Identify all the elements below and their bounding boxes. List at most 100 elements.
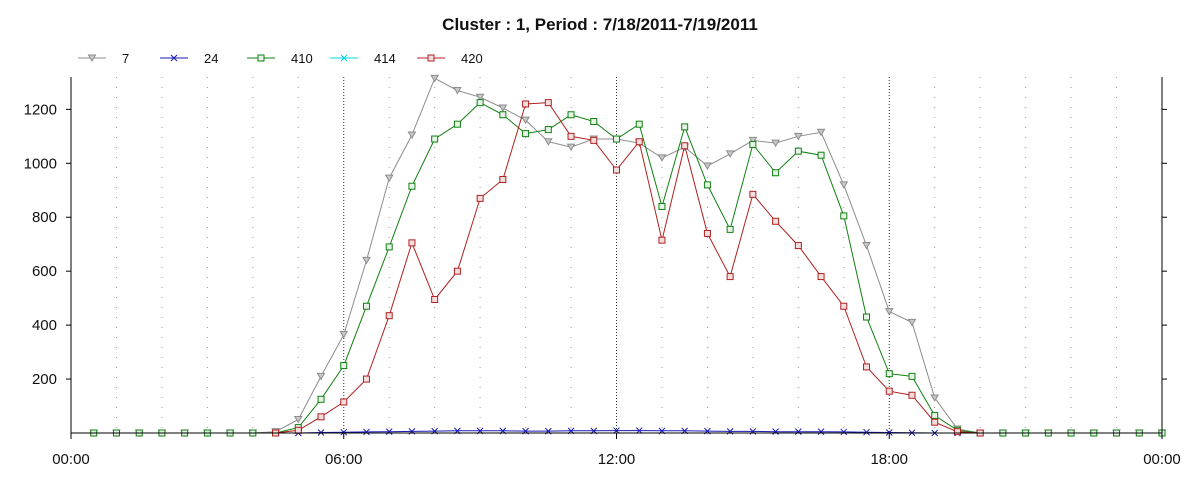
legend-item-7: 7 [78,51,129,66]
data-point [362,302,370,310]
data-point [681,142,689,150]
data-point [931,418,939,426]
data-point [863,313,871,321]
data-point [317,395,325,403]
x-tick-label: 12:00 [598,451,636,468]
data-point [908,372,916,380]
data-point [317,429,325,436]
data-point [431,296,439,303]
series-line-420 [275,102,981,434]
data-point [385,312,393,320]
legend-marker [340,54,348,62]
data-point [522,130,530,138]
data-point [658,202,666,210]
data-point [408,182,416,190]
axes: 200 400 600 800 1000 1200 00:00 06:00 12:00 18:00… [24,77,1181,468]
legend-marker [170,54,178,62]
chart-title: Cluster : 1, Period : 7/18/2011-7/19/201… [442,15,758,34]
data-point [816,128,826,137]
data-point [521,116,530,125]
legend-marker [257,54,265,62]
data-point [703,229,711,237]
data-point [362,375,370,383]
data-point [884,308,894,316]
legend-label: 7 [122,51,129,66]
data-point [863,363,871,371]
data-point [453,120,461,128]
data-point [567,132,575,140]
data-point [885,429,893,436]
data-point [385,243,393,251]
legend-item-420: 420 [417,51,483,66]
data-point [794,147,802,155]
data-point [316,372,326,381]
data-point [453,267,461,275]
x-tick-label: 06:00 [325,451,363,468]
data-point [590,118,598,125]
data-point [840,302,848,310]
data-point [725,150,735,158]
series-line-410 [93,101,1162,434]
data-point [340,362,348,370]
series-410 [90,99,1166,437]
data-point [771,139,780,148]
data-point [430,74,440,83]
grid [115,77,1118,433]
data-point [794,428,802,436]
legend-item-414: 414 [330,51,396,66]
data-point [658,236,666,244]
data-point [772,217,780,225]
data-point [703,181,711,189]
data-point [293,416,303,424]
data-point [817,428,825,436]
data-point [385,428,393,436]
legend-label: 24 [204,51,218,66]
series-420 [272,99,984,437]
data-point [749,140,757,148]
data-point [384,174,394,183]
y-tick-label: 600 [32,263,57,280]
data-point [543,138,553,146]
data-point [431,135,439,143]
legend-item-24: 24 [160,51,218,66]
data-point [339,331,349,339]
data-point [817,273,825,281]
data-point [317,413,325,421]
data-point [590,136,598,144]
data-point [407,131,417,139]
legend-marker [87,54,97,62]
data-point [613,166,620,174]
data-point [908,391,916,399]
data-point [931,411,939,419]
data-point [793,132,803,141]
y-tick-label: 200 [32,371,57,388]
data-point [635,120,643,128]
data-point [726,225,734,233]
data-point [748,136,758,145]
data-point [544,126,552,134]
data-point [840,212,848,220]
data-point [498,104,508,113]
data-point [703,162,712,170]
data-point [862,242,871,250]
data-point [499,175,507,183]
y-tick-label: 1200 [24,101,57,118]
data-point [294,426,302,434]
data-point [726,273,734,281]
data-point [907,318,917,327]
data-point [340,398,348,406]
data-point [453,86,462,95]
data-point [794,242,802,250]
data-point [476,99,484,107]
data-point [772,169,780,177]
legend-label: 420 [461,51,483,66]
data-point [635,138,643,146]
data-point [772,428,779,436]
legend: 7 24 410 414 420 [78,51,483,66]
data-point [408,239,416,247]
data-point [749,190,757,198]
legend-item-410: 410 [247,51,313,66]
legend-label: 410 [291,51,313,66]
data-point [522,100,530,108]
series-7 [89,74,1167,437]
